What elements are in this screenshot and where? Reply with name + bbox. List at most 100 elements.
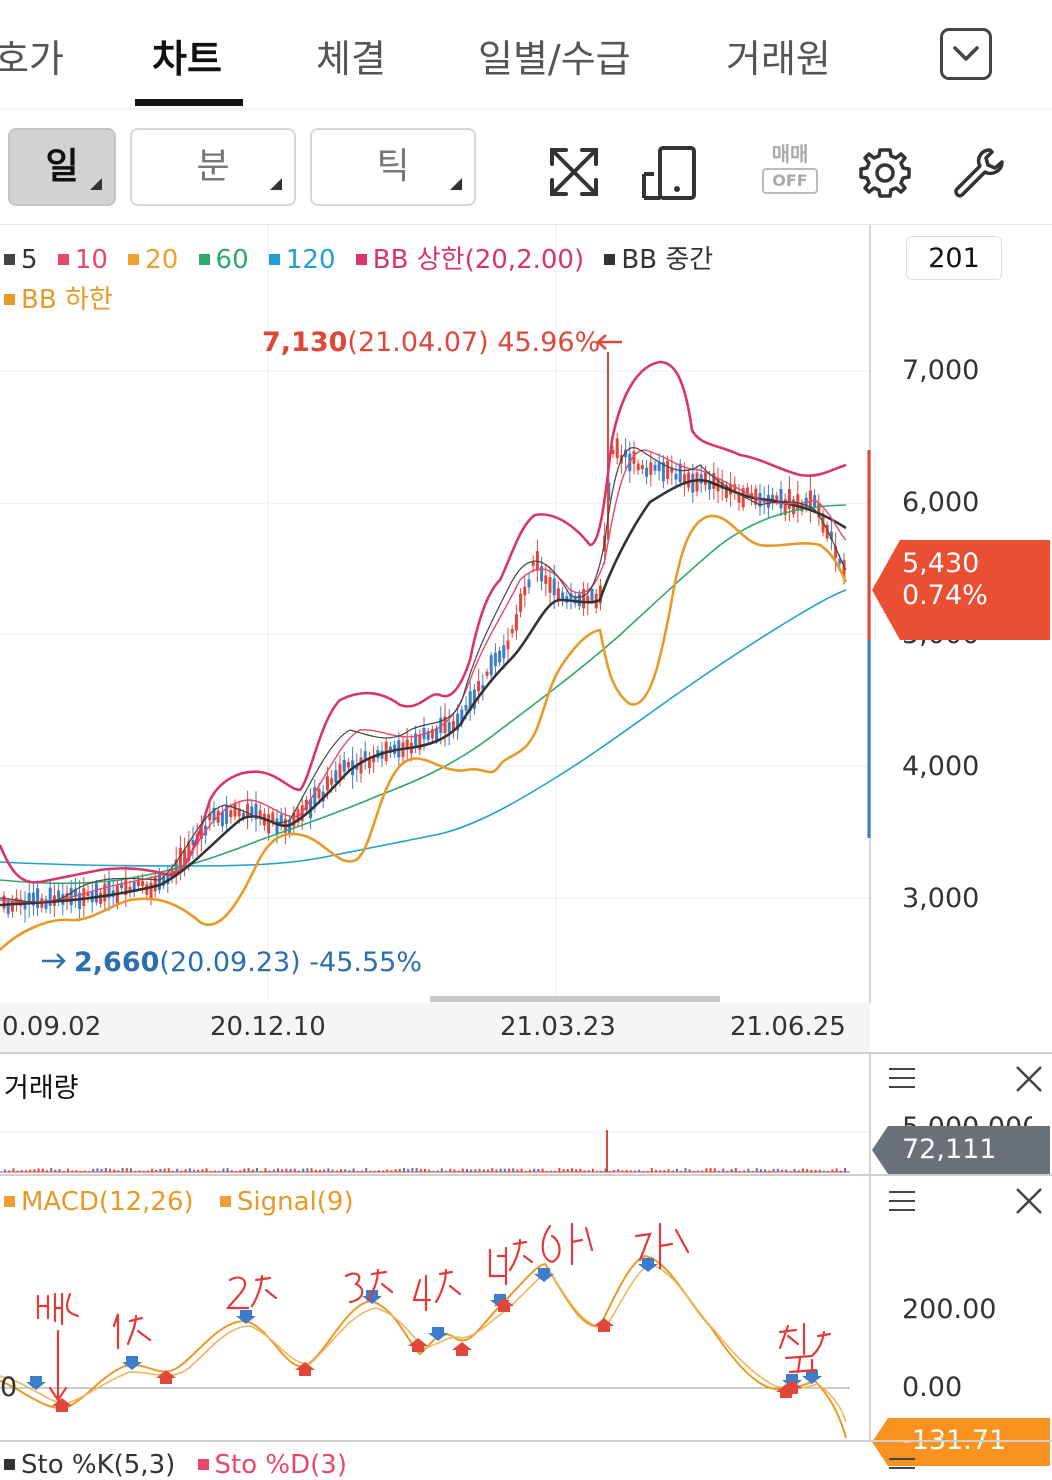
volume-bar xyxy=(701,1170,704,1172)
candle-body xyxy=(359,757,363,774)
candle-body xyxy=(456,713,460,731)
volume-bar xyxy=(8,1170,11,1172)
volume-bar xyxy=(369,1170,372,1172)
candle-body xyxy=(279,814,283,825)
volume-bar xyxy=(386,1169,389,1172)
wrench-icon[interactable] xyxy=(950,144,1010,204)
price-chart[interactable]: 5 10 20 60 120 BB 상한(20,2.00) BB 중간 BB 하… xyxy=(0,225,1052,1005)
volume-bar xyxy=(201,1169,204,1172)
date-axis-label: 21.03.23 xyxy=(500,1012,616,1042)
volume-bar xyxy=(298,1170,300,1172)
current-price: 5,430 xyxy=(902,548,980,579)
volume-bar xyxy=(440,1168,443,1172)
ma20-label: 20 xyxy=(145,245,179,275)
candle-body xyxy=(792,499,796,515)
volume-bar xyxy=(33,1169,36,1172)
candle-body xyxy=(275,818,279,835)
volume-bar xyxy=(487,1169,489,1172)
candle-body xyxy=(775,495,779,502)
ma5-line xyxy=(0,447,847,903)
volume-bar xyxy=(617,1169,620,1172)
candle-body xyxy=(472,689,476,709)
auto-trade-toggle[interactable]: 매매 OFF xyxy=(758,142,822,194)
volume-bar xyxy=(373,1170,376,1172)
volume-bar xyxy=(562,1169,565,1172)
tab-chart[interactable]: 차트 xyxy=(152,37,222,81)
volume-bar xyxy=(239,1170,242,1172)
volume-bar xyxy=(37,1168,40,1172)
candle-body xyxy=(741,488,745,508)
volume-bar xyxy=(781,1169,783,1172)
volume-bar xyxy=(96,1168,99,1172)
candle-body xyxy=(2,895,6,909)
volume-bar xyxy=(634,1170,636,1172)
sell-signal-marker xyxy=(236,1310,256,1324)
candle-body xyxy=(367,758,371,768)
buy-signal-marker xyxy=(782,1380,802,1394)
candle-body xyxy=(695,472,699,492)
macd-menu-icon[interactable] xyxy=(889,1191,915,1211)
volume-menu-icon[interactable] xyxy=(889,1068,915,1088)
stochastic-legend: Sto %K(5,3) Sto %D(3) xyxy=(2,1450,347,1480)
volume-bar xyxy=(705,1168,708,1172)
bb-upper-line xyxy=(0,360,847,884)
volume-bar xyxy=(818,1169,821,1172)
candle-body xyxy=(674,473,678,480)
candle-body xyxy=(577,593,581,607)
period-tick-button[interactable]: 틱 xyxy=(310,128,476,206)
volume-bar xyxy=(579,1168,582,1172)
volume-bar xyxy=(466,1169,468,1172)
volume-bar xyxy=(340,1169,342,1172)
volume-bar xyxy=(256,1168,258,1172)
volume-bar xyxy=(541,1168,544,1172)
rotate-screen-icon[interactable] xyxy=(640,144,698,202)
volume-bar xyxy=(4,1169,6,1172)
volume-bar xyxy=(146,1170,149,1172)
volume-bar xyxy=(398,1168,401,1172)
period-minute-button[interactable]: 분 xyxy=(130,128,296,206)
tab-daily-supply[interactable]: 일별/수급 xyxy=(478,37,631,81)
candle-body xyxy=(582,589,586,609)
candle-body xyxy=(712,473,716,489)
fullscreen-icon[interactable] xyxy=(546,144,602,200)
volume-bar xyxy=(62,1170,65,1172)
macd-panel-canvas xyxy=(0,1176,871,1442)
candle-body xyxy=(783,499,787,515)
volume-bar xyxy=(550,1170,552,1172)
period-minute-label: 분 xyxy=(196,146,230,187)
low-annotation: 2,660(20.09.23) -45.55% xyxy=(74,947,422,978)
volume-bar xyxy=(71,1170,74,1172)
volume-bar xyxy=(172,1170,174,1172)
candle-body xyxy=(699,474,703,484)
volume-bar xyxy=(134,1170,137,1172)
candle-body xyxy=(250,806,254,815)
volume-bar xyxy=(281,1169,284,1172)
volume-bar xyxy=(709,1168,712,1172)
bb-upper-label: BB 상한(20,2.00) xyxy=(372,245,585,275)
macd-close-icon[interactable] xyxy=(1014,1186,1044,1216)
volume-bar xyxy=(823,1170,825,1172)
candle-body xyxy=(435,728,439,741)
macd-line xyxy=(0,1254,847,1439)
ma120-line xyxy=(0,589,847,867)
period-day-button[interactable]: 일 xyxy=(8,128,116,206)
tab-menu-button[interactable] xyxy=(940,28,992,80)
stochastic-menu-icon[interactable] xyxy=(889,1458,915,1478)
tab-executions[interactable]: 체결 xyxy=(316,37,386,81)
volume-bar xyxy=(151,1168,153,1172)
volume-bar xyxy=(747,1168,750,1172)
volume-bar xyxy=(499,1168,502,1172)
volume-bar xyxy=(457,1170,460,1172)
gear-icon[interactable] xyxy=(856,144,914,202)
tab-orderbook[interactable]: 호가 xyxy=(0,37,64,81)
candle-body xyxy=(208,813,212,821)
period-count-box[interactable]: 201 xyxy=(906,236,1002,280)
bb-mid-label: BB 중간 xyxy=(621,245,714,275)
volume-bar xyxy=(109,1168,111,1172)
tab-brokers[interactable]: 거래원 xyxy=(726,37,831,81)
candle-body xyxy=(199,827,203,839)
volume-close-icon[interactable] xyxy=(1014,1064,1044,1094)
candle-body xyxy=(78,892,82,909)
volume-bar xyxy=(692,1170,695,1172)
volume-bar xyxy=(726,1170,729,1172)
